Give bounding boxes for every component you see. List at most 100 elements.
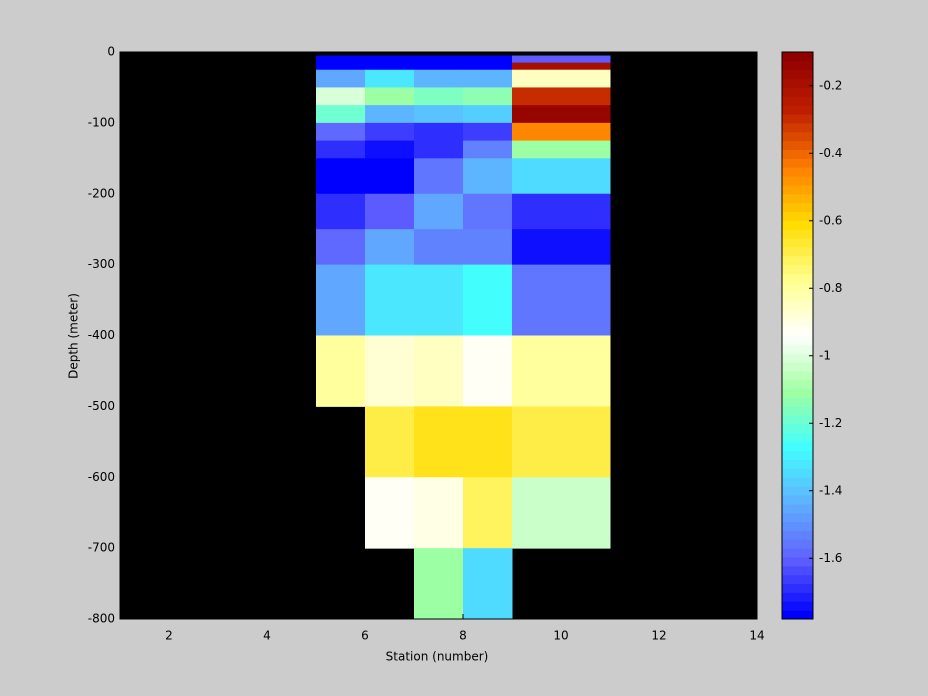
colorbar-swatch	[782, 601, 813, 611]
colorbar-swatch	[782, 344, 813, 354]
colorbar-swatch	[782, 96, 813, 106]
colorbar-swatch	[782, 105, 813, 115]
colorbar-swatch	[782, 583, 813, 593]
colorbar-swatch	[782, 255, 813, 266]
y-tick-label: -800	[88, 612, 115, 626]
cell	[463, 69, 513, 88]
colorbar-swatch	[782, 353, 813, 363]
colorbar-swatch	[782, 184, 813, 195]
cell	[316, 62, 366, 71]
colorbar-swatch	[782, 406, 813, 416]
cell	[414, 87, 464, 106]
x-tick-label: 12	[651, 629, 666, 643]
cell	[512, 193, 611, 230]
cell	[316, 264, 366, 336]
colorbar-swatch	[782, 530, 813, 540]
colorbar-swatch	[782, 264, 813, 274]
colorbar-swatch	[782, 370, 813, 381]
cell	[512, 69, 611, 88]
cell	[463, 229, 513, 266]
colorbar-swatch	[782, 441, 813, 452]
colorbar-tick-label: -1	[819, 348, 831, 362]
colorbar-swatch	[782, 87, 813, 97]
y-tick-label: -400	[88, 328, 115, 342]
colorbar-swatch	[782, 317, 813, 328]
cell	[365, 335, 415, 407]
cell	[414, 140, 464, 159]
cell	[316, 69, 366, 88]
cell	[463, 406, 513, 478]
colorbar-swatch	[782, 556, 813, 567]
cell	[414, 477, 464, 549]
colorbar-swatch	[782, 114, 813, 124]
cell	[316, 105, 366, 124]
colorbar-swatch	[782, 503, 813, 514]
cell	[316, 87, 366, 106]
cell	[463, 264, 513, 336]
cell	[512, 105, 611, 124]
cell	[463, 122, 513, 142]
cell	[365, 158, 415, 195]
cell	[512, 87, 611, 106]
colorbar-swatch	[782, 158, 813, 168]
colorbar-swatch	[782, 424, 813, 434]
y-tick-label: -300	[88, 257, 115, 271]
colorbar-swatch	[782, 300, 813, 310]
cell	[414, 105, 464, 124]
cell	[316, 140, 366, 159]
colorbar-swatch	[782, 415, 813, 425]
cell	[512, 264, 611, 336]
cell	[414, 229, 464, 266]
colorbar-swatch	[782, 379, 813, 390]
colorbar-swatch	[782, 176, 813, 186]
colorbar-swatch	[782, 477, 813, 487]
cell	[512, 158, 611, 195]
cell	[463, 548, 513, 620]
colorbar-tick-label: -1.4	[819, 483, 842, 497]
cell	[512, 335, 611, 407]
colorbar-swatch	[782, 362, 813, 372]
colorbar-tick-label: -1.6	[819, 551, 842, 565]
colorbar-swatch	[782, 149, 813, 159]
x-tick-label: 8	[459, 629, 467, 643]
cell	[414, 264, 464, 336]
colorbar-swatch	[782, 202, 813, 212]
colorbar-swatch	[782, 539, 813, 549]
colorbar-swatch	[782, 308, 813, 319]
x-tick-label: 10	[553, 629, 568, 643]
colorbar-swatch	[782, 69, 813, 80]
colorbar-swatch	[782, 610, 813, 620]
colorbar-swatch	[782, 52, 813, 62]
x-tick-label: 2	[165, 629, 173, 643]
cell	[365, 122, 415, 142]
colorbar-swatch	[782, 574, 813, 585]
cell	[463, 140, 513, 159]
colorbar-swatch	[782, 459, 813, 469]
x-tick-label: 4	[263, 629, 271, 643]
cell	[365, 193, 415, 230]
y-tick-label: -500	[88, 399, 115, 413]
plot-frame	[119, 51, 758, 620]
cell	[365, 62, 415, 71]
colorbar-swatch	[782, 122, 813, 133]
colorbar-tick-label: -0.2	[819, 78, 842, 92]
cell	[414, 193, 464, 230]
y-tick-label: -600	[88, 470, 115, 484]
colorbar-swatch	[782, 494, 813, 505]
colorbar-swatch	[782, 468, 813, 478]
cell	[414, 69, 464, 88]
colorbar-swatch	[782, 335, 813, 345]
colorbar-swatch	[782, 167, 813, 177]
cell	[365, 69, 415, 88]
colorbar-swatch	[782, 193, 813, 204]
cell	[414, 122, 464, 142]
cell	[512, 477, 611, 549]
colorbar-swatch	[782, 432, 813, 443]
cell	[463, 477, 513, 549]
cell	[365, 140, 415, 159]
y-tick-label: -200	[88, 186, 115, 200]
colorbar-swatch	[782, 60, 813, 71]
colorbar-swatch	[782, 592, 813, 602]
cell	[365, 105, 415, 124]
cell	[463, 105, 513, 124]
